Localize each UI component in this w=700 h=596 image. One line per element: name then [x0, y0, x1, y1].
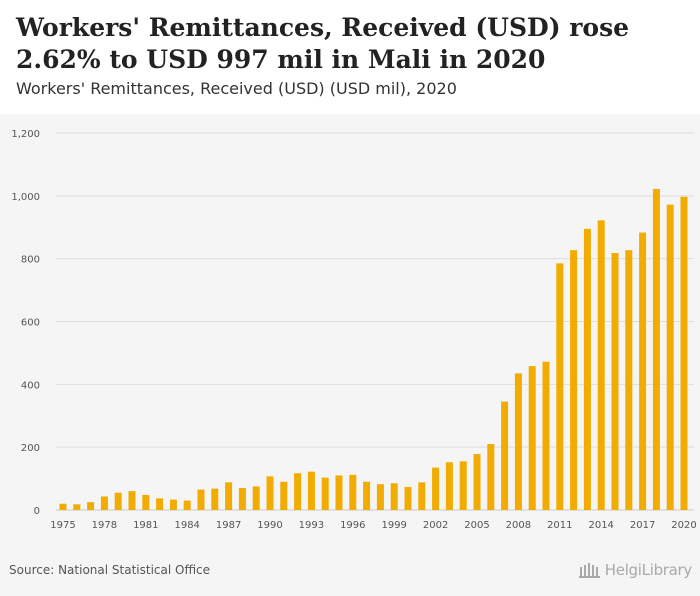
bar-2006[interactable] [487, 444, 495, 510]
y-tick-label: 800 [21, 255, 40, 266]
y-tick-label: 400 [21, 380, 40, 391]
bar-1985[interactable] [197, 489, 205, 510]
bar-1979[interactable] [114, 492, 122, 510]
y-tick-label: 600 [21, 318, 40, 329]
bar-1978[interactable] [100, 496, 108, 510]
bar-1989[interactable] [252, 486, 260, 510]
bar-2015[interactable] [611, 253, 619, 510]
bar-1981[interactable] [142, 494, 150, 510]
x-tick-label: 1984 [174, 520, 199, 531]
chart-panel [0, 114, 700, 596]
x-tick-label: 2020 [671, 520, 696, 531]
x-tick-label: 2005 [464, 520, 489, 531]
x-tick-label: 1987 [216, 520, 241, 531]
source-note: Source: National Statistical Office [9, 563, 211, 577]
x-tick-label: 1975 [50, 520, 75, 531]
x-tick-label: 2002 [423, 520, 448, 531]
bar-1980[interactable] [128, 491, 136, 510]
bar-1984[interactable] [183, 500, 191, 510]
bar-1997[interactable] [363, 481, 371, 510]
bar-2005[interactable] [473, 454, 481, 510]
bar-2014[interactable] [597, 220, 605, 510]
bar-2001[interactable] [418, 482, 426, 510]
bar-series [59, 188, 688, 511]
bar-2013[interactable] [583, 228, 591, 510]
bar-1990[interactable] [266, 476, 274, 510]
bar-1995[interactable] [335, 475, 343, 510]
bar-2017[interactable] [639, 232, 647, 510]
bar-2010[interactable] [542, 361, 550, 510]
bar-2020[interactable] [680, 196, 688, 510]
bar-1976[interactable] [73, 504, 81, 510]
bar-1982[interactable] [156, 498, 164, 510]
bar-1992[interactable] [294, 473, 302, 510]
x-axis-labels: 1975 1978 1981 1984 1987 1990 1993 1996 1999 2002… [50, 520, 696, 531]
bar-2016[interactable] [625, 250, 633, 510]
x-tick-label: 1978 [92, 520, 117, 531]
bar-2008[interactable] [514, 373, 522, 510]
brand-name: HelgiLibrary [604, 561, 693, 579]
bar-2007[interactable] [501, 401, 509, 510]
bar-1994[interactable] [321, 477, 329, 510]
x-tick-label: 2011 [547, 520, 572, 531]
bar-chart: 0 200 400 600 800 1,000 1,200 1975 1978 1981 1984… [11, 129, 696, 531]
bar-1991[interactable] [280, 481, 288, 510]
bar-2004[interactable] [459, 461, 467, 510]
x-tick-label: 1990 [257, 520, 282, 531]
bar-2009[interactable] [528, 366, 536, 510]
bar-1996[interactable] [349, 474, 357, 510]
x-tick-label: 1981 [133, 520, 158, 531]
bar-1983[interactable] [169, 499, 177, 510]
x-tick-label: 2017 [630, 520, 655, 531]
x-tick-label: 1999 [381, 520, 406, 531]
bar-1975[interactable] [59, 503, 67, 510]
bar-2000[interactable] [404, 487, 412, 510]
y-tick-label: 200 [21, 443, 40, 454]
bar-1993[interactable] [307, 471, 315, 510]
bar-1999[interactable] [390, 483, 398, 510]
bar-1988[interactable] [238, 488, 246, 510]
bar-2011[interactable] [556, 263, 564, 510]
y-tick-label: 1,200 [11, 129, 40, 140]
y-tick-label: 1,000 [11, 192, 40, 203]
helgilibrary-brand[interactable]: HelgiLibrary [578, 561, 693, 579]
y-axis-labels: 0 200 400 600 800 1,000 1,200 [11, 129, 40, 517]
bar-1977[interactable] [87, 502, 95, 510]
chart-subtitle: Workers' Remittances, Received (USD) (US… [16, 79, 457, 98]
x-tick-label: 1996 [340, 520, 365, 531]
x-tick-label: 2008 [506, 520, 531, 531]
bar-2019[interactable] [666, 204, 674, 510]
bar-1986[interactable] [211, 488, 219, 510]
bar-2012[interactable] [570, 250, 578, 510]
bar-1987[interactable] [225, 482, 233, 510]
y-tick-label: 0 [34, 506, 40, 517]
chart-title: Workers' Remittances, Received (USD) ros… [16, 13, 630, 74]
library-logo-icon [578, 563, 600, 578]
bar-2002[interactable] [432, 467, 440, 510]
x-tick-label: 1993 [299, 520, 324, 531]
bar-2003[interactable] [445, 462, 453, 510]
x-tick-label: 2014 [588, 520, 613, 531]
bar-2018[interactable] [652, 188, 660, 511]
bar-1998[interactable] [376, 484, 384, 510]
